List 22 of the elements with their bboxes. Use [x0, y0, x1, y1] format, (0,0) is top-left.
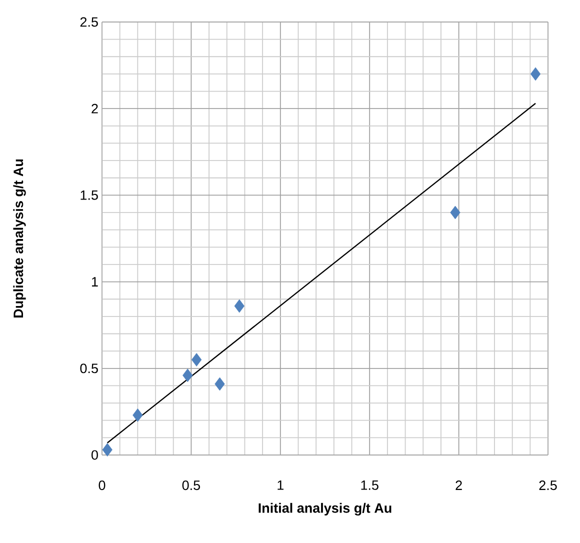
x-tick-label: 1.5 — [361, 480, 378, 490]
y-tick-label: 0.5 — [80, 364, 98, 374]
y-tick-label: 1 — [92, 277, 98, 286]
point — [182, 368, 193, 382]
x-tick-label: 1 — [278, 480, 284, 490]
point — [191, 353, 202, 366]
x-tick-label: 0.5 — [182, 480, 200, 490]
point — [102, 443, 112, 457]
y-tick-label: 2 — [92, 104, 98, 114]
y-tick-label: 0 — [92, 450, 98, 460]
x-tick-label: 2.5 — [539, 480, 557, 490]
point — [132, 408, 143, 422]
x-tick-label: 0 — [98, 480, 106, 490]
point — [234, 299, 244, 313]
x-axis-title: Initial analysis g/t Au — [258, 502, 392, 516]
point — [214, 377, 225, 391]
y-axis-title: Duplicate analysis g/t Au — [13, 159, 26, 318]
x-tick-label: 2 — [456, 480, 462, 490]
point — [530, 67, 541, 81]
y-tick-label: 2.5 — [80, 17, 98, 27]
y-tick-label: 1.5 — [80, 190, 98, 200]
point — [450, 206, 460, 220]
